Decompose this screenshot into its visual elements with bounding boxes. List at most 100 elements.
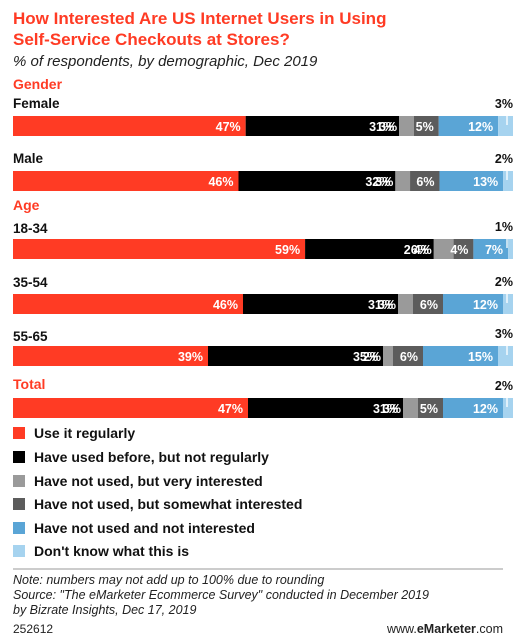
data-label: 2% — [363, 350, 381, 364]
note-line-1: Note: numbers may not add up to 100% due… — [13, 573, 324, 587]
legend-label: Have not used, but somewhat interested — [34, 496, 302, 512]
chart-id: 252612 — [13, 622, 53, 636]
data-label: 4% — [450, 243, 468, 257]
data-label: 13% — [473, 175, 498, 189]
group-heading: Age — [13, 197, 40, 213]
bar-segment — [395, 171, 411, 191]
data-label: 12% — [473, 402, 498, 416]
bar-segment — [453, 239, 474, 259]
legend-label: Have not used and not interested — [34, 520, 255, 536]
data-label: 31% — [373, 402, 398, 416]
bar-segment — [13, 398, 248, 418]
data-label: 3% — [383, 402, 401, 416]
bar-segment — [433, 239, 454, 259]
data-label-outside: 1% — [495, 220, 513, 234]
brand-suffix: .com — [476, 622, 503, 636]
bar-segment — [13, 346, 208, 366]
bar-segment — [399, 116, 414, 136]
chart-title-line-2: Self-Service Checkouts at Stores? — [13, 30, 290, 49]
brand-name: eMarketer — [417, 622, 476, 636]
bar-segment — [498, 116, 513, 136]
row-label: 35-54 — [13, 275, 48, 290]
data-label: 59% — [275, 243, 300, 257]
bar-segment — [508, 239, 513, 259]
note-line-2: Source: "The eMarketer Ecommerce Survey"… — [13, 588, 429, 602]
data-label: 39% — [178, 350, 203, 364]
bar-segment — [410, 171, 440, 191]
data-label: 12% — [473, 298, 498, 312]
legend-swatch — [13, 522, 25, 534]
data-label: 35% — [353, 350, 378, 364]
data-label: 6% — [416, 175, 434, 189]
data-label: 31% — [368, 298, 393, 312]
bar-segment — [438, 116, 499, 136]
bar-segment — [13, 239, 306, 259]
data-label-outside: 3% — [495, 327, 513, 341]
row-label: Female — [13, 96, 60, 111]
legend-label: Have used before, but not regularly — [34, 449, 269, 465]
group-heading: Gender — [13, 76, 63, 92]
data-label-outside: 2% — [495, 379, 513, 393]
bar-segment — [498, 346, 513, 366]
bar-segment — [418, 398, 443, 418]
brand-prefix: www. — [386, 622, 417, 636]
bar-segment — [383, 346, 393, 366]
bar-segment — [413, 116, 439, 136]
data-label: 47% — [218, 402, 243, 416]
chart-title-line-1: How Interested Are US Internet Users in … — [13, 9, 386, 28]
bar-segment — [13, 116, 246, 136]
bar-segment — [503, 294, 513, 314]
bar-segment — [208, 346, 383, 366]
bar-segment — [443, 398, 503, 418]
bar-segment — [248, 398, 403, 418]
legend-label: Don't know what this is — [34, 543, 189, 559]
legend-label: Use it regularly — [34, 425, 135, 441]
row-label: 55-65 — [13, 329, 48, 344]
data-label: 12% — [468, 120, 493, 134]
bar-segment — [305, 239, 434, 259]
data-label: 6% — [400, 350, 418, 364]
data-label-outside: 3% — [495, 97, 513, 111]
data-label: 3% — [375, 175, 393, 189]
row-label: Male — [13, 151, 44, 166]
data-label: 4% — [414, 243, 432, 257]
data-label: 46% — [208, 175, 233, 189]
data-label: 6% — [420, 298, 438, 312]
data-label: 5% — [416, 120, 434, 134]
data-label: 7% — [485, 243, 503, 257]
bar-segment — [393, 346, 423, 366]
data-label: 46% — [213, 298, 238, 312]
bar-segment — [398, 294, 413, 314]
legend-swatch — [13, 545, 25, 557]
legend-swatch — [13, 475, 25, 487]
legend: Use it regularly Have used before, but no… — [13, 425, 302, 559]
legend-swatch — [13, 427, 25, 439]
data-label-outside: 2% — [495, 152, 513, 166]
data-label: 26% — [404, 243, 429, 257]
bar-segment — [13, 294, 243, 314]
data-label: 32% — [365, 175, 390, 189]
data-label: 47% — [216, 120, 241, 134]
bar-segment — [439, 171, 504, 191]
data-label: 31% — [369, 120, 394, 134]
data-label-outside: 2% — [495, 275, 513, 289]
data-label: 3% — [379, 120, 397, 134]
bar-segment — [423, 346, 498, 366]
bar-segment — [13, 171, 239, 191]
brand-url: www.eMarketer.com — [386, 622, 503, 636]
data-label: 15% — [468, 350, 493, 364]
bar-segment — [503, 398, 513, 418]
bar-segment — [403, 398, 418, 418]
bar-segment — [443, 294, 503, 314]
note-line-3: by Bizrate Insights, Dec 17, 2019 — [13, 603, 196, 617]
legend-swatch — [13, 451, 25, 463]
data-label: 3% — [378, 298, 396, 312]
chart-subtitle: % of respondents, by demographic, Dec 20… — [13, 53, 318, 70]
group-heading: Total — [13, 376, 45, 392]
bar-segment — [238, 171, 396, 191]
bar-segment — [245, 116, 400, 136]
bar-segment — [413, 294, 443, 314]
bar-segment — [503, 171, 513, 191]
